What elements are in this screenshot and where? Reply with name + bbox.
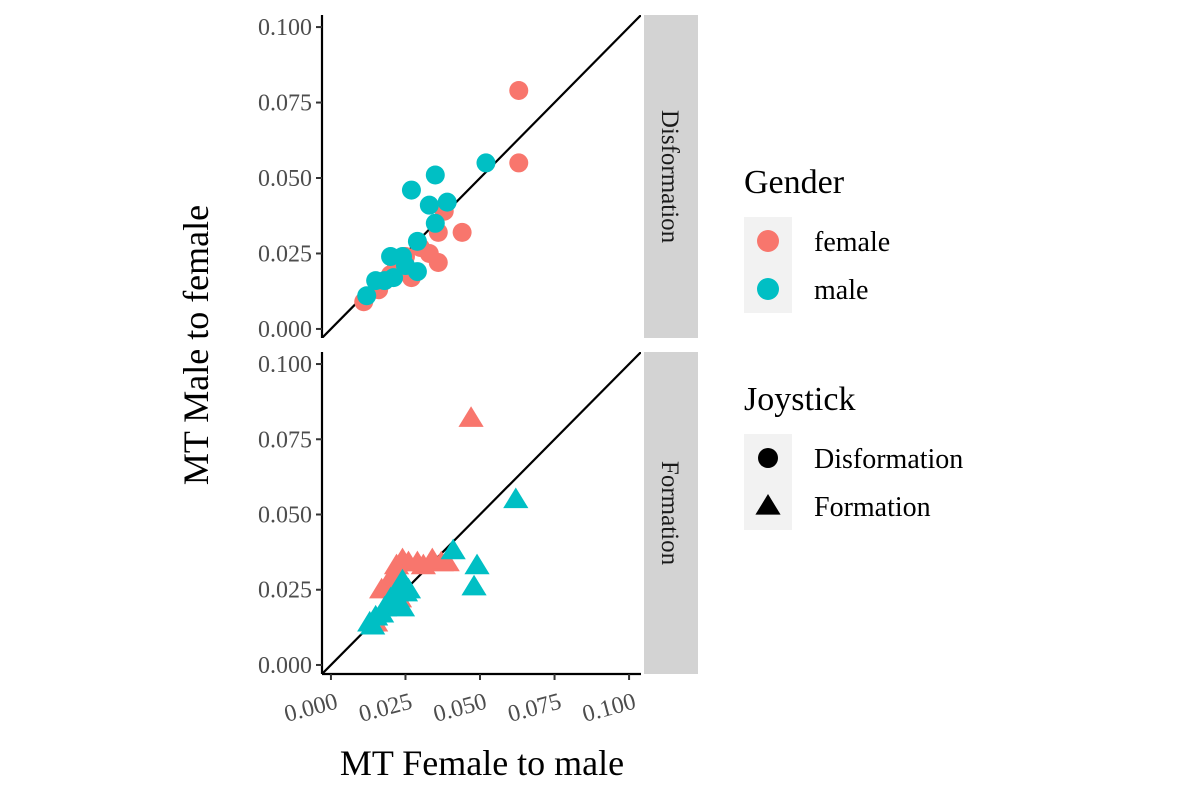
x-axis: 0.000 0.025 0.050 0.075 0.100 (282, 672, 641, 728)
data-point-female (509, 153, 529, 173)
data-point-male (366, 271, 386, 291)
panels-layer: 0.0000.0250.0500.0750.100Disformation0.0… (258, 15, 698, 728)
legend-label: male (814, 275, 868, 306)
data-point-male (476, 153, 496, 173)
data-point-female (458, 406, 484, 427)
facet-strip (644, 352, 698, 674)
data-point-male (461, 574, 487, 596)
legend-title: Gender (744, 164, 845, 201)
legend-label: Formation (814, 492, 931, 523)
y-tick-label: 0.025 (258, 241, 312, 267)
legend-key-male (757, 278, 779, 300)
x-tick-label: 0.075 (505, 689, 564, 728)
x-axis-title: MT Female to male (340, 743, 624, 783)
y-tick-label: 0.100 (258, 352, 312, 378)
data-point-male (395, 256, 415, 276)
y-tick-label: 0.075 (258, 91, 312, 117)
data-point-male (392, 580, 419, 602)
y-axis-title: MT Male to female (176, 205, 216, 485)
y-tick-label: 0.100 (258, 15, 312, 41)
y-tick-label: 0.000 (258, 653, 312, 679)
facet-strip-label: Disformation (656, 110, 683, 244)
y-tick-label: 0.000 (258, 317, 312, 343)
data-point-male (425, 213, 445, 233)
data-point-male (440, 538, 466, 560)
data-point-male (381, 246, 401, 266)
legend-label: female (814, 227, 890, 258)
legend-key-triangle (755, 494, 781, 515)
y-tick-label: 0.025 (258, 578, 312, 604)
data-point-male (419, 195, 439, 215)
data-point-female (509, 80, 529, 100)
panel-disformation: 0.000 0.025 0.050 0.075 0.100 Disformation (258, 15, 698, 343)
y-tick-label: 0.050 (258, 503, 312, 529)
y-tick-label: 0.075 (258, 427, 312, 453)
data-point-female (452, 222, 472, 242)
data-point-male (503, 487, 529, 509)
facet-strip-label: Formation (656, 461, 683, 566)
data-point-male (407, 231, 427, 251)
x-tick-label: 0.100 (580, 689, 639, 728)
y-tick-label: 0.050 (258, 166, 312, 192)
data-point-male (464, 553, 490, 575)
data-point-male (437, 192, 457, 212)
legend-label: Disformation (814, 444, 963, 475)
data-point-male (380, 589, 407, 611)
x-tick-label: 0.050 (431, 689, 490, 728)
panel-formation: 0.000 0.025 0.050 0.075 0.100 Formation (258, 352, 698, 679)
data-point-male (401, 180, 421, 200)
legend-gender: Gender female male (744, 164, 890, 313)
x-tick-label: 0.000 (282, 689, 341, 728)
x-tick-label: 0.025 (356, 689, 415, 728)
data-point-male (357, 286, 377, 306)
legend-key-circle (758, 448, 778, 468)
legend: Gender female male Joystick Disformation Form… (744, 164, 963, 530)
data-point-male (425, 165, 445, 185)
legend-joystick: Joystick Disformation Formation (744, 381, 963, 530)
legend-key-female (757, 230, 779, 252)
facet-strip (644, 15, 698, 338)
data-point-male (360, 613, 386, 635)
legend-title: Joystick (744, 381, 855, 418)
